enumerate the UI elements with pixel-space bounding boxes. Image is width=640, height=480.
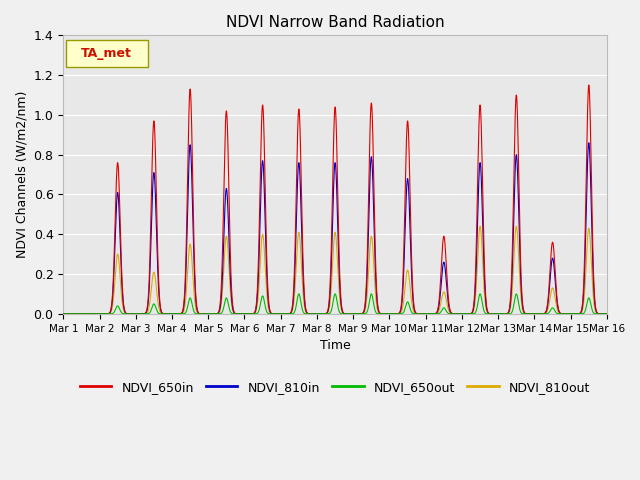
Y-axis label: NDVI Channels (W/m2/nm): NDVI Channels (W/m2/nm) xyxy=(15,91,28,258)
Title: NDVI Narrow Band Radiation: NDVI Narrow Band Radiation xyxy=(226,15,444,30)
FancyBboxPatch shape xyxy=(66,39,148,67)
Text: TA_met: TA_met xyxy=(81,47,132,60)
X-axis label: Time: Time xyxy=(320,339,351,352)
Legend: NDVI_650in, NDVI_810in, NDVI_650out, NDVI_810out: NDVI_650in, NDVI_810in, NDVI_650out, NDV… xyxy=(75,376,595,399)
